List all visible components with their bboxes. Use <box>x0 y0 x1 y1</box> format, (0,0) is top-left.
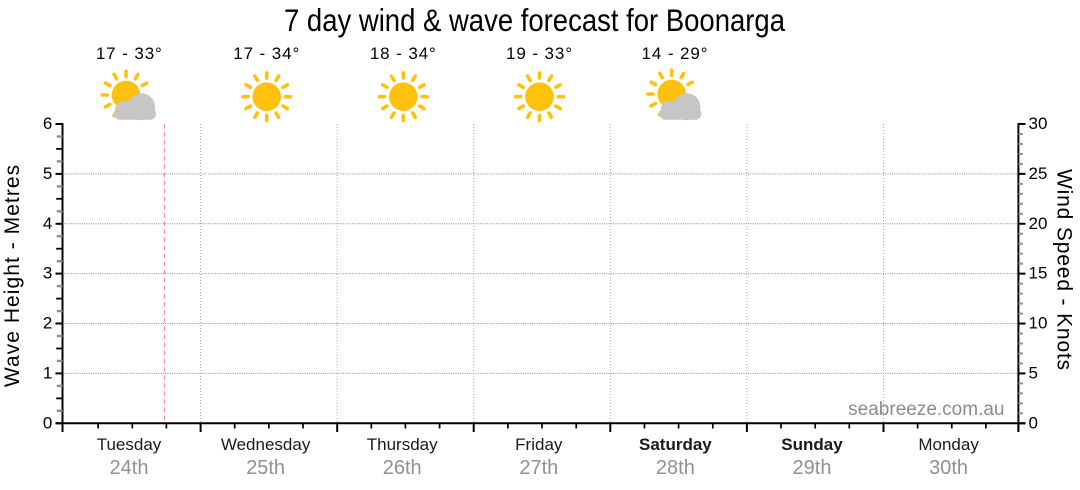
svg-text:28th: 28th <box>656 457 695 479</box>
svg-text:1: 1 <box>43 363 52 382</box>
svg-text:27th: 27th <box>519 457 558 479</box>
svg-text:26th: 26th <box>383 457 422 479</box>
svg-text:4: 4 <box>43 214 52 233</box>
svg-text:seabreeze.com.au: seabreeze.com.au <box>848 399 1004 420</box>
svg-text:Wave Height - Metres: Wave Height - Metres <box>1 164 24 387</box>
svg-text:Wind Speed - Knots: Wind Speed - Knots <box>1053 169 1076 371</box>
svg-text:Friday: Friday <box>515 435 563 454</box>
svg-text:20: 20 <box>1029 214 1048 233</box>
svg-text:5: 5 <box>43 164 52 183</box>
svg-text:19 - 33°: 19 - 33° <box>506 44 573 63</box>
svg-text:15: 15 <box>1029 264 1048 283</box>
svg-text:17 - 34°: 17 - 34° <box>233 44 300 63</box>
svg-text:24th: 24th <box>110 457 149 479</box>
svg-text:6: 6 <box>43 114 52 133</box>
svg-text:3: 3 <box>43 264 52 283</box>
svg-text:5: 5 <box>1029 363 1038 382</box>
svg-text:Wednesday: Wednesday <box>221 435 311 454</box>
svg-text:0: 0 <box>1029 413 1038 432</box>
svg-text:29th: 29th <box>793 457 832 479</box>
svg-text:14 - 29°: 14 - 29° <box>642 44 709 63</box>
svg-text:Saturday: Saturday <box>639 435 712 454</box>
svg-text:25: 25 <box>1029 164 1048 183</box>
svg-text:10: 10 <box>1029 314 1048 333</box>
svg-text:Thursday: Thursday <box>367 435 438 454</box>
svg-text:0: 0 <box>43 413 52 432</box>
svg-text:25th: 25th <box>246 457 285 479</box>
svg-text:2: 2 <box>43 314 52 333</box>
svg-text:30: 30 <box>1029 114 1048 133</box>
svg-text:Monday: Monday <box>918 435 979 454</box>
svg-text:30th: 30th <box>929 457 968 479</box>
svg-text:7 day wind & wave forecast for: 7 day wind & wave forecast for Boonarga <box>284 2 785 38</box>
svg-text:17 - 33°: 17 - 33° <box>96 44 163 63</box>
svg-text:Sunday: Sunday <box>781 435 843 454</box>
svg-text:18 - 34°: 18 - 34° <box>370 44 437 63</box>
svg-text:Tuesday: Tuesday <box>97 435 162 454</box>
